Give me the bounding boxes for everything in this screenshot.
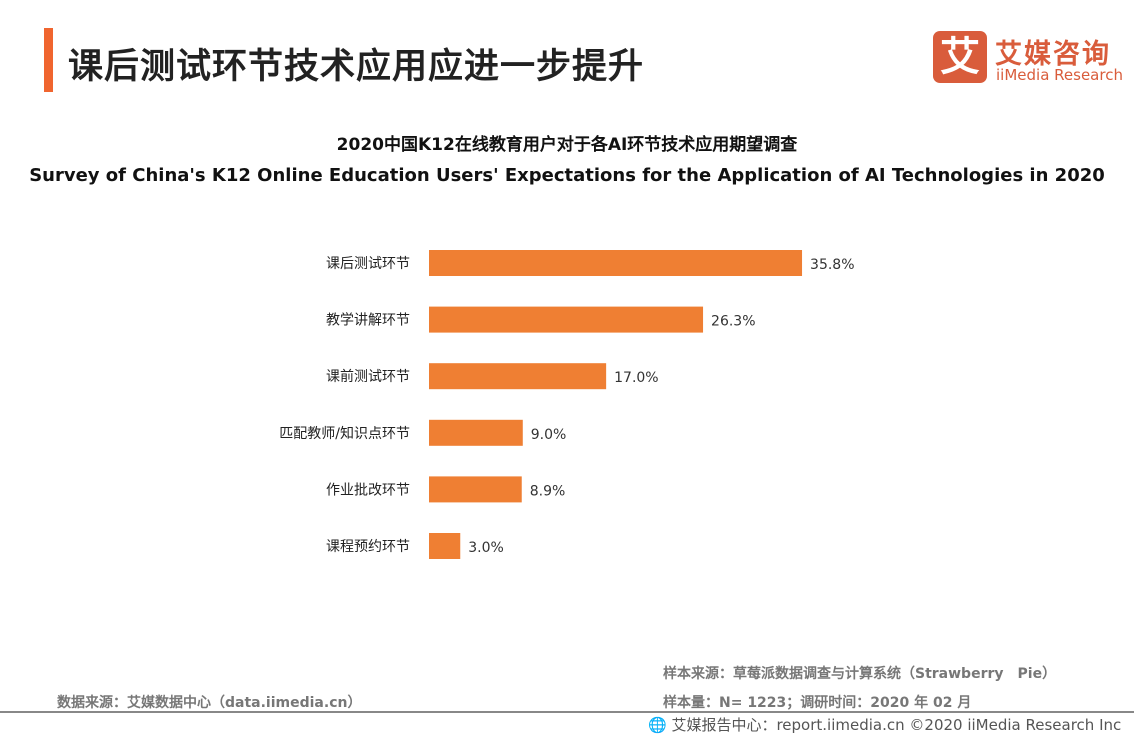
data-label: 9.0% [531, 427, 567, 443]
copyright: 🌐 艾媒报告中心：report.iimedia.cn ©2020 iiMedia… [648, 714, 1121, 735]
bar [429, 250, 803, 276]
sample-source: 样本来源：草莓派数据调查与计算系统（Strawberry Pie） [663, 666, 1057, 682]
category-label: 课程预约环节 [326, 539, 410, 555]
category-label: 作业批改环节 [326, 482, 410, 498]
footer-divider [0, 711, 1134, 713]
title-accent-bar [44, 28, 53, 92]
data-label: 26.3% [711, 314, 755, 330]
globe-icon: 🌐 [648, 716, 667, 734]
sample-size: 样本量：N= 1223；调研时间：2020 年 02 月 [663, 695, 972, 711]
category-label: 匹配教师/知识点环节 [279, 425, 410, 442]
data-label: 3.0% [468, 540, 504, 556]
bar [429, 306, 704, 333]
logo-en: iiMedia Research [996, 66, 1123, 84]
data-label: 35.8% [810, 257, 854, 273]
logo-mark: 艾 [933, 31, 987, 83]
bar [429, 363, 607, 390]
bar [429, 419, 523, 446]
category-label: 课前测试环节 [326, 368, 410, 385]
chart-subtitle: Survey of China's K12 Online Education U… [29, 165, 1105, 186]
category-label: 教学讲解环节 [326, 313, 410, 329]
page-title: 课后测试环节技术应用应进一步提升 [68, 47, 645, 87]
data-label: 8.9% [530, 483, 566, 499]
chart-title: 2020中国K12在线教育用户对于各AI环节技术应用期望调查 [336, 135, 798, 155]
bar [429, 476, 522, 503]
category-label: 课后测试环节 [326, 256, 410, 272]
data-source: 数据来源：艾媒数据中心（data.iimedia.cn） [57, 695, 362, 711]
data-label: 17.0% [614, 370, 658, 386]
copyright-text: 艾媒报告中心：report.iimedia.cn ©2020 iiMedia R… [671, 716, 1122, 734]
bar [429, 533, 461, 559]
logo-cn: 艾媒咨询 [995, 39, 1111, 70]
